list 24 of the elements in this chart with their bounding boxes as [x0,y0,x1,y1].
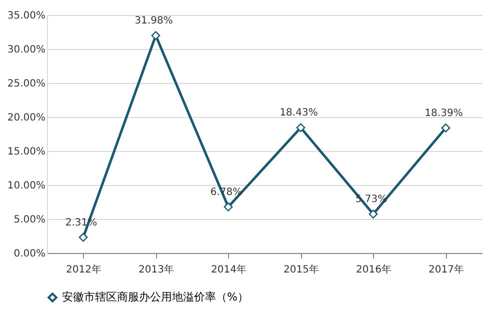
x-tick-label: 2014年 [211,264,246,276]
point [78,232,88,242]
y-tick-label: 5.00% [14,214,46,226]
x-tick-label: 2013年 [138,264,174,276]
y-tick-label: 30.00% [7,44,46,56]
x-tick-label: 2017年 [428,264,464,276]
point [224,202,233,212]
data-label: 31.98% [134,16,173,27]
data-label: 18.43% [280,108,318,119]
y-tick-label: 15.00% [7,146,46,158]
point [441,123,450,132]
y-tick-label: 10.00% [7,180,46,192]
y-tick-label: 25.00% [7,78,46,90]
data-label: 18.39% [424,108,463,119]
x-tick-label: 2012年 [66,264,102,276]
y-tick-label: 0.00% [14,248,46,260]
point [368,210,378,219]
x-tick-label: 2015年 [284,264,319,276]
y-tick-label: 35.00% [7,10,46,22]
x-tick-label: 2016年 [356,264,392,276]
y-tick-label: 20.00% [7,112,46,124]
point [151,31,160,40]
legend-label: 安徽市辖区商服办公用地溢价率（%） [62,290,248,304]
point [296,123,306,132]
